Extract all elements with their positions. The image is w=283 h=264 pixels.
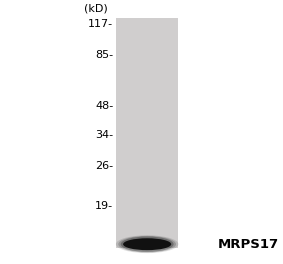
Text: 117-: 117-	[88, 19, 113, 29]
Ellipse shape	[118, 236, 176, 252]
Text: 48-: 48-	[95, 101, 113, 111]
Text: 19-: 19-	[95, 201, 113, 211]
Text: 26-: 26-	[95, 161, 113, 171]
FancyBboxPatch shape	[116, 18, 178, 248]
Text: 85-: 85-	[95, 50, 113, 60]
Ellipse shape	[123, 238, 171, 250]
Text: 34-: 34-	[95, 130, 113, 140]
Ellipse shape	[116, 235, 178, 253]
Text: MRPS17: MRPS17	[218, 238, 279, 251]
Text: (kD): (kD)	[84, 4, 108, 14]
Ellipse shape	[121, 237, 173, 252]
